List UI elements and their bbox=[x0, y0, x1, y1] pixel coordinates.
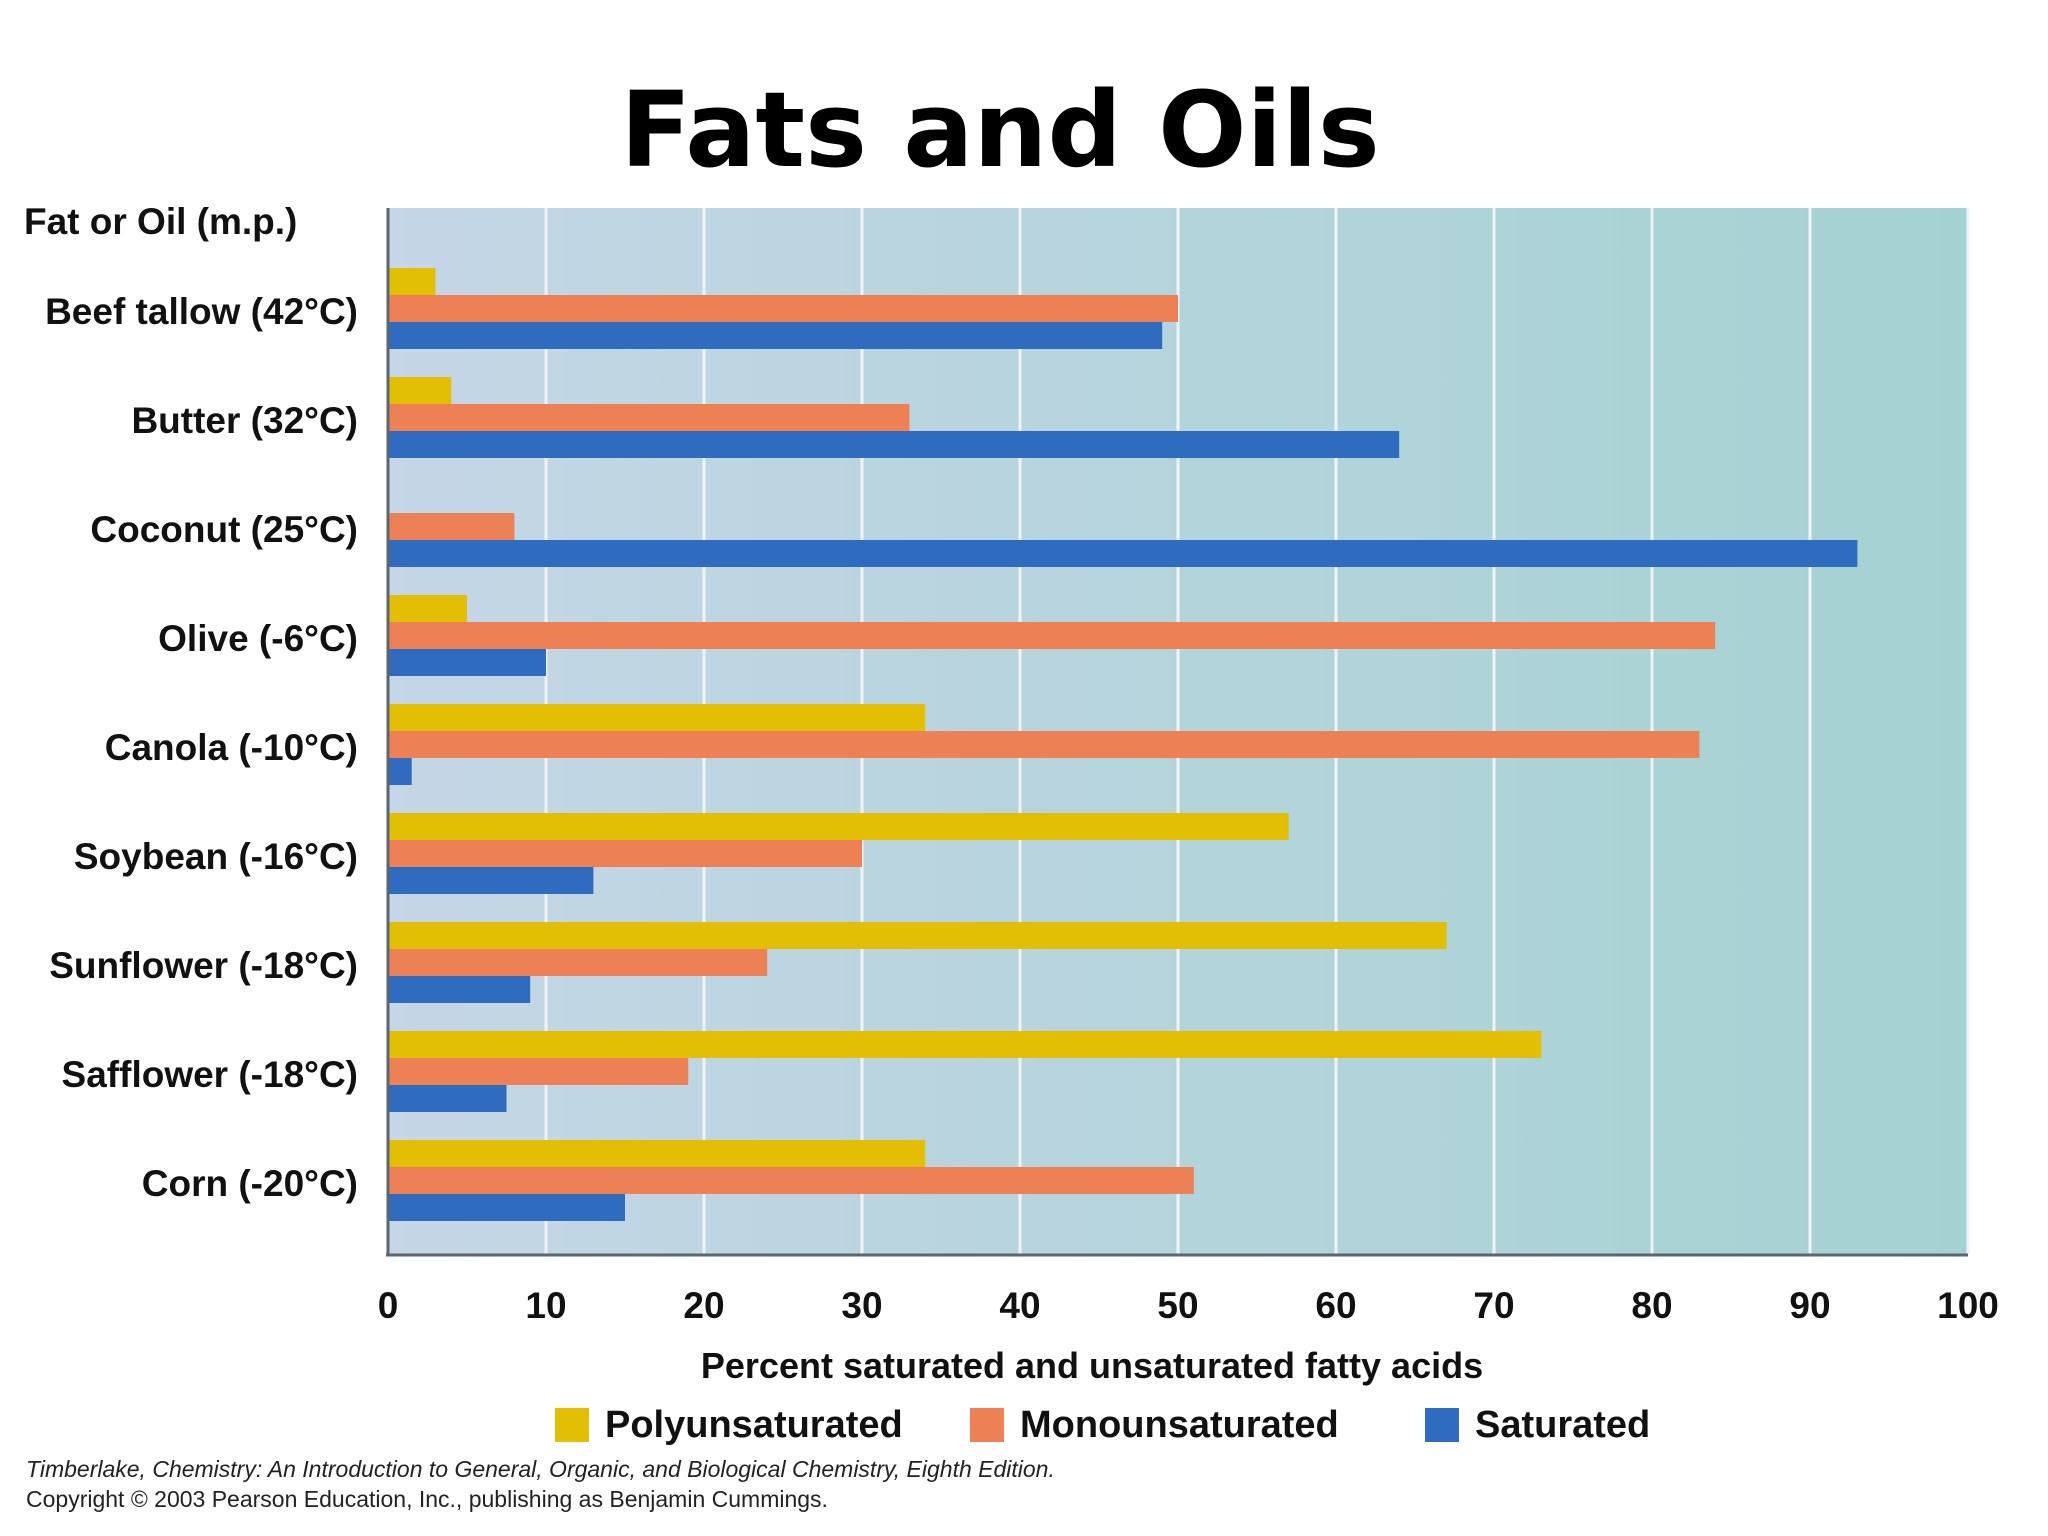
bar-monounsaturated-corn bbox=[388, 1167, 1194, 1194]
category-label: Olive (-6°C) bbox=[158, 618, 358, 659]
x-axis-label: Percent saturated and unsaturated fatty … bbox=[701, 1345, 1483, 1386]
bar-monounsaturated-olive bbox=[388, 622, 1716, 649]
x-tick-label: 30 bbox=[841, 1285, 882, 1326]
bar-monounsaturated-canola bbox=[388, 731, 1700, 758]
bar-monounsaturated-safflower bbox=[388, 1058, 689, 1085]
category-label: Corn (-20°C) bbox=[142, 1163, 358, 1204]
bar-saturated-butter bbox=[388, 431, 1400, 458]
y-axis-header: Fat or Oil (m.p.) bbox=[24, 201, 297, 242]
legend-label-polyunsaturated: Polyunsaturated bbox=[605, 1403, 903, 1446]
x-tick-label: 50 bbox=[1157, 1285, 1198, 1326]
category-label: Beef tallow (42°C) bbox=[45, 291, 358, 332]
category-label: Canola (-10°C) bbox=[105, 727, 358, 768]
bar-polyunsaturated-canola bbox=[388, 704, 926, 731]
x-tick-label: 0 bbox=[378, 1285, 399, 1326]
legend-item-saturated: Saturated bbox=[1425, 1400, 1650, 1450]
legend-label-monounsaturated: Monounsaturated bbox=[1020, 1403, 1339, 1446]
x-tick-label: 100 bbox=[1937, 1285, 1999, 1326]
category-label: Butter (32°C) bbox=[131, 400, 358, 441]
legend-swatch-polyunsaturated bbox=[555, 1408, 589, 1442]
bar-monounsaturated-soybean bbox=[388, 840, 862, 867]
x-tick-label: 10 bbox=[525, 1285, 566, 1326]
bar-saturated-olive bbox=[388, 649, 546, 676]
x-tick-label: 40 bbox=[999, 1285, 1040, 1326]
bar-saturated-canola bbox=[388, 758, 412, 785]
bar-monounsaturated-coconut bbox=[388, 513, 515, 540]
legend-label-saturated: Saturated bbox=[1475, 1403, 1651, 1446]
category-label: Coconut (25°C) bbox=[90, 509, 358, 550]
bar-monounsaturated-butter bbox=[388, 404, 910, 431]
bar-polyunsaturated-sunflower bbox=[388, 922, 1447, 949]
category-label: Safflower (-18°C) bbox=[62, 1054, 358, 1095]
x-tick-label: 20 bbox=[683, 1285, 724, 1326]
legend-swatch-saturated bbox=[1425, 1408, 1459, 1442]
legend-item-polyunsaturated: Polyunsaturated bbox=[555, 1400, 903, 1450]
bar-saturated-soybean bbox=[388, 867, 594, 894]
bar-monounsaturated-beef-tallow bbox=[388, 295, 1178, 322]
bar-saturated-beef-tallow bbox=[388, 322, 1163, 349]
category-labels: Beef tallow (42°C) Butter (32°C) Coconut (… bbox=[45, 291, 358, 1204]
bar-polyunsaturated-beef-tallow bbox=[388, 268, 436, 295]
x-tick-label: 90 bbox=[1789, 1285, 1830, 1326]
bar-monounsaturated-sunflower bbox=[388, 949, 768, 976]
bar-polyunsaturated-safflower bbox=[388, 1031, 1542, 1058]
category-label: Soybean (-16°C) bbox=[74, 836, 358, 877]
bars bbox=[388, 268, 1858, 1221]
legend-swatch-monounsaturated bbox=[970, 1408, 1004, 1442]
credit-copyright: Copyright © 2003 Pearson Education, Inc.… bbox=[26, 1486, 828, 1512]
bar-saturated-corn bbox=[388, 1194, 625, 1221]
x-tick-label: 70 bbox=[1473, 1285, 1514, 1326]
credit-source: Timberlake, Chemistry: An Introduction t… bbox=[26, 1456, 1055, 1482]
bar-saturated-coconut bbox=[388, 540, 1858, 567]
bar-polyunsaturated-olive bbox=[388, 595, 467, 622]
x-tick-label: 80 bbox=[1631, 1285, 1672, 1326]
bar-polyunsaturated-corn bbox=[388, 1140, 926, 1167]
slide-title: Fats and Oils bbox=[620, 69, 1380, 191]
x-tick-label: 60 bbox=[1315, 1285, 1356, 1326]
bar-saturated-sunflower bbox=[388, 976, 531, 1003]
bar-saturated-safflower bbox=[388, 1085, 507, 1112]
chart-legend: Polyunsaturated Monounsaturated Saturate… bbox=[0, 1400, 2048, 1450]
legend-item-monounsaturated: Monounsaturated bbox=[970, 1400, 1339, 1450]
x-tick-labels: 0 10 20 30 40 50 60 70 80 90 100 bbox=[378, 1285, 1999, 1326]
category-label: Sunflower (-18°C) bbox=[49, 945, 358, 986]
bar-polyunsaturated-butter bbox=[388, 377, 452, 404]
bar-polyunsaturated-soybean bbox=[388, 813, 1289, 840]
